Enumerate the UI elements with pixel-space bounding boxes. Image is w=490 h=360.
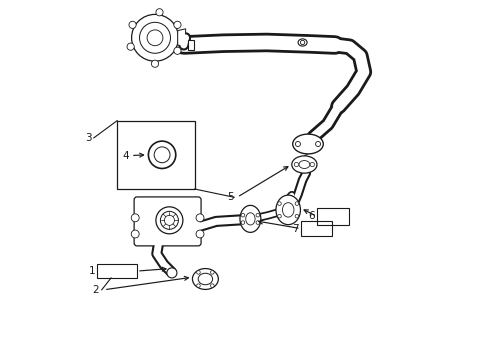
Text: 1: 1	[89, 266, 96, 276]
Circle shape	[211, 271, 214, 274]
Circle shape	[148, 141, 176, 168]
Circle shape	[310, 162, 315, 167]
Ellipse shape	[293, 134, 323, 154]
Circle shape	[140, 22, 171, 53]
Circle shape	[278, 214, 281, 218]
Circle shape	[196, 271, 200, 274]
Circle shape	[154, 147, 170, 163]
Bar	[98, 264, 137, 278]
Circle shape	[278, 202, 281, 205]
Circle shape	[127, 43, 134, 50]
Circle shape	[211, 284, 214, 287]
Circle shape	[256, 213, 260, 217]
Ellipse shape	[282, 203, 294, 217]
Circle shape	[295, 202, 299, 205]
Circle shape	[294, 162, 298, 167]
Ellipse shape	[156, 207, 183, 234]
FancyBboxPatch shape	[134, 197, 201, 246]
Text: 3: 3	[85, 133, 92, 143]
Circle shape	[241, 213, 245, 217]
Circle shape	[295, 214, 299, 218]
Circle shape	[196, 214, 204, 222]
Bar	[317, 208, 349, 225]
Text: 2: 2	[93, 285, 99, 295]
Circle shape	[174, 21, 181, 28]
Circle shape	[131, 214, 139, 222]
Text: 6: 6	[308, 211, 315, 221]
Text: 7: 7	[292, 224, 299, 234]
Circle shape	[156, 9, 163, 16]
Circle shape	[174, 47, 181, 54]
Circle shape	[132, 14, 178, 61]
Circle shape	[151, 60, 159, 67]
Circle shape	[300, 40, 305, 45]
Ellipse shape	[240, 205, 261, 233]
Bar	[188, 40, 194, 50]
Text: 4: 4	[122, 150, 129, 161]
Ellipse shape	[298, 39, 307, 46]
Bar	[117, 121, 195, 189]
Ellipse shape	[299, 161, 310, 168]
Ellipse shape	[193, 269, 219, 289]
Circle shape	[196, 284, 200, 287]
Circle shape	[129, 21, 136, 28]
Ellipse shape	[164, 215, 174, 225]
Circle shape	[256, 221, 260, 224]
Circle shape	[131, 230, 139, 238]
Ellipse shape	[292, 156, 317, 173]
Circle shape	[295, 141, 300, 147]
Ellipse shape	[276, 195, 300, 225]
Circle shape	[147, 30, 163, 46]
Ellipse shape	[198, 273, 213, 285]
Ellipse shape	[245, 213, 255, 225]
Bar	[301, 221, 333, 236]
Ellipse shape	[160, 211, 178, 229]
Circle shape	[241, 221, 245, 224]
Circle shape	[196, 230, 204, 238]
Polygon shape	[178, 29, 186, 47]
Circle shape	[316, 141, 320, 147]
Circle shape	[167, 268, 177, 278]
Text: 5: 5	[227, 192, 234, 202]
